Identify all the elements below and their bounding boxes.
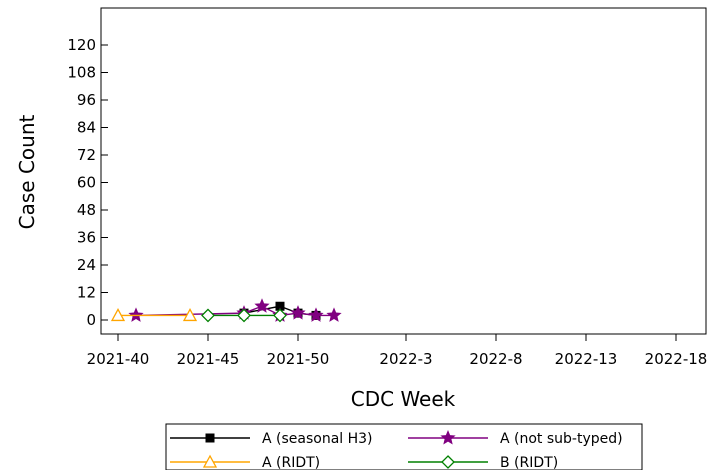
y-tick-label: 0: [86, 311, 96, 329]
plot-frame: [100, 7, 707, 335]
legend-item: A (seasonal H3): [170, 431, 373, 447]
data-point: [290, 305, 306, 320]
data-point: [326, 307, 342, 322]
x-axis: 2021-40 2021-45 2021-50 2022-3 2022-8 2022-13…: [87, 334, 708, 368]
x-tick-label: 2022-3: [379, 350, 432, 368]
legend-label: A (RIDT): [262, 455, 320, 470]
series-diamond: [201, 308, 287, 323]
data-point: [182, 308, 198, 322]
x-tick-label: 2021-40: [87, 350, 150, 368]
data-point: [128, 307, 144, 322]
legend-box: [165, 423, 643, 470]
data-point: [275, 301, 285, 311]
series-layer: [110, 298, 342, 323]
x-tick-label: 2022-13: [555, 350, 618, 368]
data-point: [110, 308, 126, 322]
x-tick-label: 2021-45: [177, 350, 240, 368]
data-point: [273, 308, 287, 323]
data-point: [308, 307, 324, 322]
legend-item: A (not sub-typed): [408, 430, 623, 447]
y-tick-label: 108: [67, 64, 96, 82]
legend-label: B (RIDT): [500, 455, 558, 470]
y-tick-label: 48: [77, 201, 96, 219]
legend-marker: [441, 455, 455, 469]
legend-marker: [440, 430, 456, 445]
data-point: [201, 308, 215, 323]
legend-marker: [202, 454, 218, 468]
y-tick-label: 96: [77, 91, 96, 109]
y-axis: 0 12 24 36 48 60 72 84 96 108 120: [67, 36, 108, 329]
legend-label: A (seasonal H3): [262, 431, 373, 447]
legend-item: B (RIDT): [408, 455, 558, 470]
x-axis-title: CDC Week: [351, 387, 456, 411]
x-tick-label: 2022-8: [469, 350, 522, 368]
legend: A (seasonal H3) A (not sub-typed) A (RIDT)…: [165, 423, 643, 470]
series-triangle: [110, 308, 198, 322]
y-tick-label: 24: [77, 256, 96, 274]
y-axis-title: Case Count: [15, 114, 39, 229]
legend-marker: [205, 433, 215, 443]
y-tick-label: 60: [77, 174, 96, 192]
y-tick-label: 84: [77, 119, 96, 137]
series-star: [128, 298, 342, 322]
data-point: [237, 308, 251, 323]
x-tick-label: 2021-50: [267, 350, 330, 368]
y-tick-label: 72: [77, 146, 96, 164]
legend-item: A (RIDT): [170, 454, 320, 470]
y-tick-label: 36: [77, 229, 96, 247]
legend-label: A (not sub-typed): [500, 431, 623, 447]
y-tick-label: 120: [67, 36, 96, 54]
y-tick-label: 12: [77, 284, 96, 302]
data-point: [254, 298, 270, 313]
x-tick-label: 2022-18: [645, 350, 708, 368]
